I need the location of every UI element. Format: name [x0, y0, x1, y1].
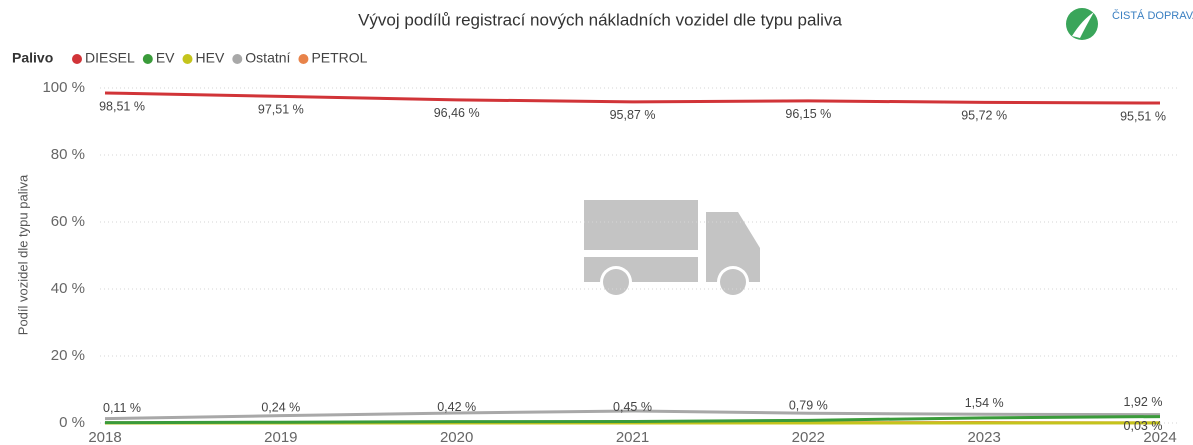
line-series	[104, 415, 1161, 425]
data-label: 0,11 %	[103, 401, 141, 415]
data-label: 0,79 %	[789, 399, 828, 413]
y-tick-label: 100 %	[42, 79, 85, 96]
legend-marker	[142, 54, 153, 64]
data-label: 95,51 %	[1120, 109, 1166, 123]
brand-text: ČISTÁ DOPRAVA	[1112, 9, 1193, 22]
legend-title: Palivo	[12, 50, 53, 66]
truck-icon	[584, 200, 760, 298]
data-label: 95,72 %	[961, 109, 1007, 123]
legend-label: Ostatní	[245, 50, 290, 66]
data-label: 1,92 %	[1124, 395, 1163, 409]
x-tick-label: 2018	[88, 429, 121, 445]
legend-label: DIESEL	[85, 50, 135, 66]
data-label: 1,54 %	[965, 396, 1004, 410]
data-label: 0,42 %	[437, 400, 476, 414]
legend-marker	[182, 54, 193, 64]
legend-marker	[72, 54, 82, 64]
data-label: 0,03 %	[1124, 419, 1163, 433]
x-tick-label: 2023	[967, 429, 1000, 445]
x-tick-label: 2024	[1143, 429, 1176, 445]
legend-label: EV	[156, 50, 175, 66]
chart-title: Vývoj podílů registrací nových nákladníc…	[358, 10, 842, 29]
data-label: 98,51 %	[99, 99, 145, 113]
data-label: 0,45 %	[613, 400, 652, 414]
x-tick-label: 2022	[792, 429, 825, 445]
x-tick-label: 2020	[440, 429, 473, 445]
legend-marker	[232, 54, 243, 64]
data-label: 96,46 %	[434, 106, 480, 120]
data-label: 97,51 %	[258, 103, 304, 117]
x-tick-label: 2021	[616, 429, 649, 445]
y-tick-label: 20 %	[51, 347, 85, 364]
y-axis-label: Podíl vozidel dle typu paliva	[15, 174, 30, 335]
legend-marker	[298, 54, 309, 64]
data-label: 0,24 %	[261, 400, 300, 414]
y-tick-label: 60 %	[51, 213, 85, 230]
y-tick-label: 40 %	[51, 280, 85, 297]
legend-label: HEV	[196, 50, 225, 66]
data-label: 95,87 %	[610, 108, 656, 122]
logo: ČISTÁ DOPRAVA	[1066, 8, 1193, 40]
y-tick-label: 80 %	[51, 146, 85, 163]
line-series	[104, 409, 1161, 421]
line-series	[104, 91, 1161, 105]
y-tick-label: 0 %	[59, 414, 85, 431]
x-tick-label: 2019	[264, 429, 297, 445]
legend-label: PETROL	[311, 50, 367, 66]
data-label: 96,15 %	[785, 107, 831, 121]
brand: ČISTÁ DOPRAVA	[1112, 9, 1193, 22]
